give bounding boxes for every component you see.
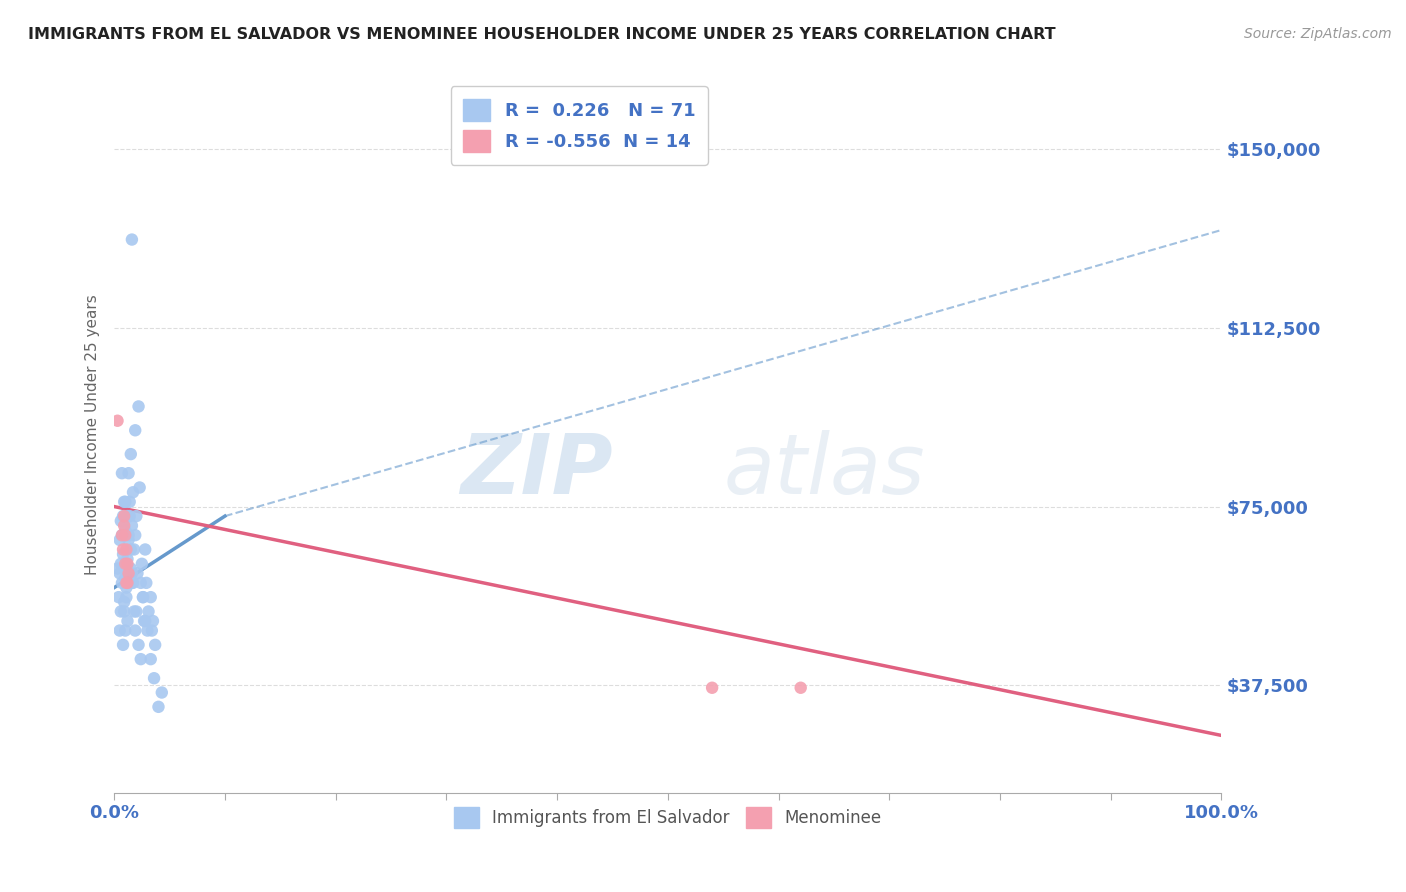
Point (142, 614, 165, 628)
Point (141, 624, 163, 638)
Point (112, 605, 135, 619)
Point (107, 561, 129, 575)
Point (111, 528, 134, 542)
Point (117, 509, 139, 524)
Point (117, 614, 139, 628)
Point (110, 557, 132, 571)
Point (115, 575, 138, 590)
Point (129, 575, 152, 590)
Point (117, 552, 139, 566)
Point (700, 681, 723, 695)
Point (112, 509, 135, 524)
Point (127, 566, 149, 581)
Point (125, 509, 148, 524)
Point (150, 685, 173, 699)
Text: IMMIGRANTS FROM EL SALVADOR VS MENOMINEE HOUSEHOLDER INCOME UNDER 25 YEARS CORRE: IMMIGRANTS FROM EL SALVADOR VS MENOMINEE… (28, 27, 1056, 42)
Point (112, 495, 135, 509)
Point (115, 581, 138, 595)
Point (111, 466, 134, 480)
Point (125, 605, 148, 619)
Point (111, 528, 134, 542)
Point (131, 557, 153, 571)
Point (114, 624, 136, 638)
Point (114, 557, 136, 571)
Point (136, 624, 159, 638)
Point (134, 614, 156, 628)
Point (115, 590, 138, 604)
Point (115, 542, 138, 557)
Point (135, 575, 157, 590)
Point (124, 423, 146, 437)
Point (112, 518, 135, 533)
Point (117, 466, 139, 480)
Point (112, 595, 135, 609)
Point (120, 447, 142, 461)
Point (117, 533, 139, 547)
Point (115, 557, 138, 571)
Point (117, 528, 139, 542)
Point (139, 652, 162, 666)
Point (139, 590, 162, 604)
Point (112, 638, 135, 652)
Point (122, 542, 145, 557)
Point (107, 414, 129, 428)
Y-axis label: Householder Income Under 25 years: Householder Income Under 25 years (86, 294, 100, 575)
Point (111, 575, 134, 590)
Text: ZIP: ZIP (460, 430, 613, 511)
Point (112, 509, 135, 524)
Point (143, 671, 166, 685)
Point (129, 652, 152, 666)
Point (110, 605, 132, 619)
Point (134, 542, 156, 557)
Point (112, 547, 135, 561)
Legend: Immigrants from El Salvador, Menominee: Immigrants from El Salvador, Menominee (447, 801, 889, 834)
Point (108, 566, 131, 581)
Point (148, 699, 170, 714)
Point (110, 514, 132, 528)
Point (121, 233, 143, 247)
Point (128, 400, 150, 414)
Point (124, 624, 146, 638)
Point (114, 571, 136, 585)
Point (138, 605, 160, 619)
Point (121, 575, 143, 590)
Point (118, 495, 141, 509)
Point (128, 638, 150, 652)
Point (122, 605, 145, 619)
Point (117, 566, 139, 581)
Point (132, 590, 155, 604)
Point (132, 614, 155, 628)
Point (114, 495, 136, 509)
Text: atlas: atlas (723, 430, 925, 511)
Point (114, 524, 136, 538)
Point (124, 528, 146, 542)
Point (121, 518, 143, 533)
Point (114, 528, 136, 542)
Point (122, 575, 145, 590)
Point (789, 681, 811, 695)
Point (107, 590, 129, 604)
Point (108, 624, 131, 638)
Point (120, 561, 142, 575)
Point (132, 590, 155, 604)
Point (117, 557, 139, 571)
Text: Source: ZipAtlas.com: Source: ZipAtlas.com (1244, 27, 1392, 41)
Point (117, 575, 139, 590)
Point (121, 566, 143, 581)
Point (143, 638, 166, 652)
Point (122, 485, 145, 500)
Point (128, 481, 150, 495)
Point (118, 509, 141, 524)
Point (112, 542, 135, 557)
Point (108, 533, 131, 547)
Point (120, 542, 142, 557)
